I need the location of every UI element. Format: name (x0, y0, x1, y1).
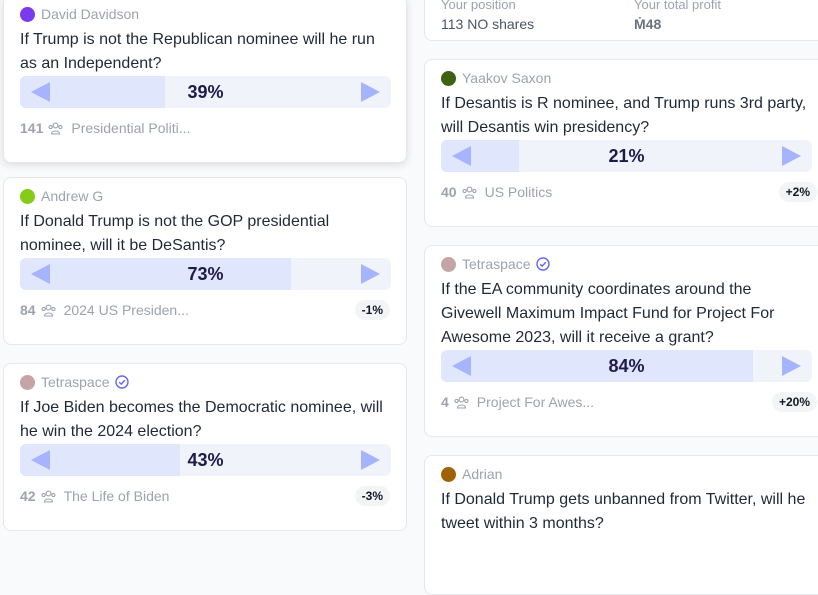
avatar (441, 70, 456, 86)
position-card: Your position 113 NO shares Your total p… (424, 0, 818, 41)
change-badge: -3% (354, 486, 390, 506)
probability-fill (20, 258, 291, 290)
bet-no-arrow[interactable] (451, 355, 473, 377)
group-name: US Politics (484, 184, 553, 200)
verified-icon (115, 375, 130, 389)
author-name: Tetraspace (41, 374, 110, 390)
position-value: 113 NO shares (441, 16, 535, 32)
author-row: David Davidson (20, 4, 139, 24)
footer: 40 US Politics +2% (441, 180, 817, 204)
author-name: Tetraspace (462, 256, 531, 272)
bet-yes-arrow[interactable] (359, 449, 381, 471)
bet-yes-arrow[interactable] (780, 145, 802, 167)
trader-count: 42 (20, 488, 36, 504)
question: If Donald Trump gets unbanned from Twitt… (441, 491, 806, 532)
change-badge: +2% (778, 182, 817, 202)
group-name: 2024 US Presiden... (63, 302, 189, 318)
trader-count: 40 (441, 184, 457, 200)
question: If Desantis is R nominee, and Trump runs… (441, 95, 807, 136)
footer: 42 The Life of Biden -3% (20, 484, 390, 508)
market-card[interactable]: Yaakov Saxon If Desantis is R nominee, an… (424, 59, 818, 227)
footer: 141 Presidential Politi... (20, 116, 390, 140)
profit-label: Your total profit (634, 0, 721, 12)
bet-yes-arrow[interactable] (359, 263, 381, 285)
probability-label: 73% (187, 264, 224, 284)
probability-bar: 73% (20, 258, 391, 290)
traders-icon (41, 490, 56, 503)
bet-no-arrow[interactable] (30, 449, 52, 471)
question: If Donald Trump is not the GOP president… (20, 213, 330, 254)
probability-label: 84% (608, 356, 645, 376)
question: If the EA community coordinates around t… (441, 281, 775, 346)
trader-count: 4 (441, 394, 449, 410)
avatar (441, 466, 456, 482)
author-row: Tetraspace (20, 372, 130, 392)
avatar (20, 188, 35, 204)
avatar (20, 6, 35, 22)
probability-bar: 39% (20, 76, 391, 108)
change-badge: -1% (354, 300, 390, 320)
traders-icon (41, 304, 56, 317)
group-name: Presidential Politi... (71, 120, 191, 136)
probability-bar: 21% (441, 140, 812, 172)
profit-value: Ṁ48 (634, 16, 662, 32)
author-name: Andrew G (41, 188, 104, 204)
author-row: Tetraspace (441, 254, 551, 274)
group-name: The Life of Biden (63, 488, 170, 504)
probability-label: 39% (187, 82, 224, 102)
verified-icon (536, 257, 551, 271)
page: {"position": {"label": "Your position", … (3, 0, 818, 595)
market-card[interactable]: Tetraspace If the EA community coordinate… (424, 245, 818, 437)
footer: 84 2024 US Presiden... -1% (20, 298, 390, 322)
author-row: Adrian (441, 464, 502, 484)
author-name: Yaakov Saxon (462, 70, 552, 86)
bet-no-arrow[interactable] (451, 145, 473, 167)
question: If Joe Biden becomes the Democratic nomi… (20, 399, 383, 440)
traders-icon (462, 186, 477, 199)
traders-icon (454, 396, 469, 409)
probability-bar: 84% (441, 350, 812, 382)
change-badge: +20% (771, 392, 817, 412)
bet-yes-arrow[interactable] (359, 81, 381, 103)
market-card[interactable]: Tetraspace If Joe Biden becomes the Democ… (3, 363, 407, 531)
market-card[interactable]: David Davidson If Trump is not the Republ… (3, 0, 407, 163)
author-row: Yaakov Saxon (441, 68, 551, 88)
traders-icon (48, 122, 63, 135)
probability-fill (441, 350, 753, 382)
footer: 4 Project For Awes... +20% (441, 390, 817, 414)
bet-yes-arrow[interactable] (780, 355, 802, 377)
group-name: Project For Awes... (476, 394, 595, 410)
avatar (20, 374, 35, 390)
market-card[interactable]: Andrew G If Donald Trump is not the GOP p… (3, 177, 407, 345)
trader-count: 84 (20, 302, 36, 318)
probability-label: 21% (608, 146, 645, 166)
probability-label: 43% (187, 450, 224, 470)
market-card[interactable]: Adrian If Donald Trump gets unbanned from… (424, 455, 818, 595)
author-row: Andrew G (20, 186, 103, 206)
avatar (441, 256, 456, 272)
position-label: Your position (441, 0, 516, 12)
bet-no-arrow[interactable] (30, 81, 52, 103)
bet-no-arrow[interactable] (30, 263, 52, 285)
author-name: David Davidson (41, 6, 140, 22)
author-name: Adrian (462, 466, 503, 482)
probability-bar: 43% (20, 444, 391, 476)
trader-count: 141 (20, 120, 44, 136)
question: If Trump is not the Republican nominee w… (20, 31, 375, 72)
